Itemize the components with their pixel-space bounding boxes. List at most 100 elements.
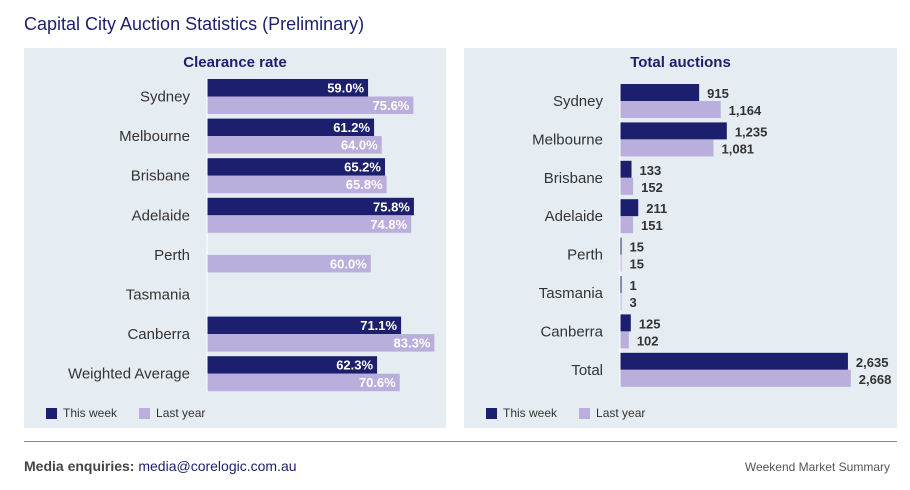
legend-this-week-label: This week	[63, 406, 118, 420]
footer-report-name: Weekend Market Summary	[744, 460, 890, 474]
bar-this-week-sydney	[207, 79, 369, 97]
category-label-perth: Perth	[154, 247, 190, 264]
data-label-last-year-melbourne: 1,081	[722, 141, 755, 156]
category-label-brisbane: Brisbane	[544, 170, 603, 187]
total-auctions-title: Total auctions	[630, 54, 731, 71]
data-label-this-week-melbourne: 1,235	[735, 124, 768, 139]
category-label-melbourne: Melbourne	[532, 131, 603, 148]
media-enquiries: Media enquiries: media@corelogic.com.au	[24, 458, 297, 474]
category-label-tasmania: Tasmania	[539, 285, 604, 302]
footer-divider	[24, 441, 897, 442]
clearance-rate-title: Clearance rate	[183, 54, 287, 71]
data-label-last-year-melbourne: 64.0%	[341, 138, 378, 153]
media-email-link[interactable]: media@corelogic.com.au	[138, 458, 297, 474]
clearance-legend: This week Last year	[46, 406, 227, 420]
legend-this-week: This week	[486, 406, 557, 420]
category-label-weighted-average: Weighted Average	[68, 366, 190, 383]
legend-this-week-label: This week	[503, 406, 558, 420]
bar-this-week-canberra	[207, 316, 402, 335]
legend-last-year-swatch	[139, 407, 151, 419]
bar-this-week-adelaide	[207, 197, 414, 216]
data-label-last-year-brisbane: 152	[641, 180, 663, 195]
page-title: Capital City Auction Statistics (Prelimi…	[24, 14, 365, 34]
data-label-last-year-brisbane: 65.8%	[346, 177, 383, 192]
category-label-sydney: Sydney	[553, 93, 604, 110]
legend-last-year: Last year	[139, 406, 205, 420]
bar-last-year-adelaide	[207, 215, 412, 233]
data-label-last-year-canberra: 83.3%	[394, 336, 431, 351]
bar-last-year-melbourne	[620, 139, 714, 157]
data-label-last-year-adelaide: 151	[641, 218, 663, 233]
category-label-tasmania: Tasmania	[126, 287, 191, 304]
category-label-adelaide: Adelaide	[132, 207, 190, 224]
category-label-perth: Perth	[567, 247, 603, 264]
data-label-last-year-adelaide: 74.8%	[370, 217, 407, 232]
bar-last-year-perth	[207, 254, 371, 273]
data-label-last-year-total: 2,668	[859, 372, 892, 387]
data-label-this-week-perth: 15	[630, 240, 644, 255]
bar-last-year-total	[620, 369, 851, 387]
legend-this-week-swatch	[46, 407, 57, 419]
bar-last-year-perth	[620, 254, 622, 272]
bar-this-week-brisbane	[207, 158, 385, 176]
category-label-total: Total	[571, 362, 603, 379]
data-label-this-week-total: 2,635	[856, 355, 889, 370]
data-label-this-week-weighted-average: 62.3%	[336, 358, 373, 373]
legend-last-year-swatch	[579, 407, 591, 419]
legend-last-year: Last year	[579, 406, 645, 420]
data-label-last-year-weighted-average: 70.6%	[359, 375, 396, 390]
data-label-last-year-sydney: 75.6%	[373, 98, 410, 113]
data-label-this-week-brisbane: 65.2%	[344, 160, 381, 175]
bar-last-year-adelaide	[620, 216, 634, 234]
bar-this-week-adelaide	[620, 199, 639, 217]
bar-this-week-canberra	[620, 314, 631, 332]
category-label-melbourne: Melbourne	[119, 128, 190, 145]
bar-this-week-perth	[620, 237, 622, 255]
bar-last-year-brisbane	[620, 177, 634, 195]
data-label-this-week-brisbane: 133	[640, 163, 662, 178]
total-auctions-panel: Total auctions Sydney 915 1,164 Melbourne 1,…	[464, 48, 897, 428]
data-label-this-week-sydney: 915	[707, 86, 729, 101]
data-label-last-year-perth: 15	[630, 257, 644, 272]
data-label-last-year-tasmania: 3	[630, 295, 637, 310]
bar-this-week-brisbane	[620, 160, 632, 178]
data-label-this-week-sydney: 59.0%	[327, 81, 364, 96]
bar-this-week-weighted-average	[207, 356, 378, 374]
data-label-this-week-canberra: 71.1%	[360, 318, 397, 333]
data-label-last-year-perth: 60.0%	[330, 256, 367, 271]
data-label-this-week-adelaide: 211	[646, 201, 667, 216]
data-label-this-week-melbourne: 61.2%	[333, 120, 370, 135]
bar-last-year-sydney	[620, 101, 721, 118]
data-label-last-year-canberra: 102	[637, 333, 659, 348]
data-label-this-week-tasmania: 1	[630, 278, 637, 293]
category-label-canberra: Canberra	[540, 323, 603, 340]
clearance-rate-panel: Clearance rate Sydney 59.0% 75.6% Melbourne…	[24, 48, 446, 428]
bar-this-week-tasmania	[620, 276, 622, 293]
bar-last-year-brisbane	[207, 175, 387, 194]
bar-last-year-canberra	[207, 334, 435, 352]
bar-this-week-melbourne	[207, 118, 375, 137]
auctions-legend: This week Last year	[486, 406, 667, 420]
data-label-last-year-sydney: 1,164	[729, 103, 762, 118]
bar-this-week-sydney	[620, 84, 700, 101]
legend-this-week: This week	[46, 406, 117, 420]
category-label-sydney: Sydney	[140, 89, 191, 106]
category-label-adelaide: Adelaide	[545, 208, 603, 225]
category-label-brisbane: Brisbane	[131, 168, 190, 185]
legend-this-week-swatch	[486, 407, 497, 419]
media-enquiries-label: Media enquiries:	[24, 458, 135, 474]
bar-last-year-melbourne	[207, 136, 382, 154]
data-label-this-week-adelaide: 75.8%	[373, 199, 410, 214]
legend-last-year-label: Last year	[596, 406, 646, 420]
bar-this-week-melbourne	[620, 122, 727, 140]
data-label-this-week-canberra: 125	[639, 316, 661, 331]
category-label-canberra: Canberra	[127, 326, 190, 343]
bar-this-week-total	[620, 352, 848, 370]
bar-last-year-canberra	[620, 331, 629, 349]
bar-last-year-sydney	[207, 96, 414, 114]
bar-last-year-tasmania	[620, 293, 622, 310]
bar-last-year-weighted-average	[207, 373, 400, 392]
clearance-rate-chart: Sydney 59.0% 75.6% Melbourne 61.2% 64.0% Brisb…	[68, 79, 435, 392]
legend-last-year-label: Last year	[156, 406, 206, 420]
